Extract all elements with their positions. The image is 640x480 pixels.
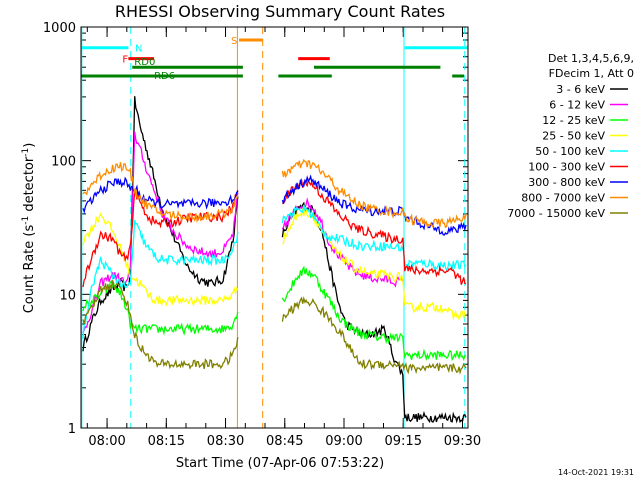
data-series bbox=[82, 96, 467, 424]
plot-area: 1 10 100 1000 08:00 08:15 08:30 08:45 09:00 09:15… bbox=[43, 21, 481, 449]
y-axis-label-end: ) bbox=[22, 143, 37, 148]
flag-label: F bbox=[122, 55, 128, 66]
legend-entry-label: 800 - 7000 keV bbox=[521, 192, 605, 205]
legend-entry-label: 3 - 6 keV bbox=[556, 83, 605, 96]
x-tick-label: 09:30 bbox=[444, 434, 481, 449]
x-tick-label: 09:00 bbox=[325, 434, 362, 449]
x-tick-label: 09:15 bbox=[385, 434, 422, 449]
y-axis-label-main: Count Rate (s bbox=[22, 225, 37, 314]
legend-header-detectors: Det 1,3,4,5,6,9, bbox=[548, 52, 634, 65]
x-tick-label: 08:15 bbox=[148, 434, 185, 449]
event-markers bbox=[81, 27, 466, 428]
x-tick-label: 08:30 bbox=[207, 434, 244, 449]
y-tick-label: 1 bbox=[68, 422, 76, 437]
y-axis-label-sup2: -1 bbox=[21, 148, 31, 157]
legend-entry-label: 50 - 100 keV bbox=[535, 145, 605, 158]
x-tick-label: 08:00 bbox=[88, 434, 125, 449]
y-tick-label: 10 bbox=[59, 288, 76, 303]
series-line bbox=[82, 158, 467, 230]
legend-entry-label: 100 - 300 keV bbox=[528, 161, 605, 174]
x-axis-label: Start Time (07-Apr-06 07:53:22) bbox=[176, 456, 384, 471]
legend-entry-label: 6 - 12 keV bbox=[549, 99, 605, 112]
series-line bbox=[82, 174, 467, 236]
legend: Det 1,3,4,5,6,9, FDecim 1, Att 0 3 - 6 k… bbox=[507, 52, 634, 220]
axis-ticks: 1 10 100 1000 08:00 08:15 08:30 08:45 09:00 09:15… bbox=[43, 21, 481, 449]
y-axis-label-sup1: -1 bbox=[21, 216, 31, 225]
flag-label: S bbox=[231, 36, 237, 47]
series-line bbox=[82, 177, 467, 288]
flag-bars: N S F RD0 RD6 bbox=[81, 36, 468, 82]
series-line bbox=[82, 206, 467, 321]
flag-label: N bbox=[135, 44, 142, 55]
series-line bbox=[82, 280, 467, 375]
chart-title: RHESSI Observing Summary Count Rates bbox=[115, 2, 445, 21]
legend-entry-label: 25 - 50 keV bbox=[542, 130, 605, 143]
y-tick-label: 100 bbox=[51, 155, 76, 170]
legend-header-decimation: FDecim 1, Att 0 bbox=[549, 67, 634, 80]
y-tick-label: 1000 bbox=[43, 21, 76, 36]
legend-entry-label: 12 - 25 keV bbox=[542, 114, 605, 127]
legend-entry-label: 300 - 800 keV bbox=[528, 176, 605, 189]
series-line bbox=[82, 204, 467, 340]
x-tick-label: 08:45 bbox=[266, 434, 303, 449]
legend-entry-label: 7000 - 15000 keV bbox=[507, 207, 605, 220]
y-axis-label: Count Rate (s-1 detector-1) bbox=[21, 143, 37, 314]
y-axis-label-mid: detector bbox=[22, 156, 37, 216]
plot-border bbox=[80, 26, 469, 429]
flag-label: RD6 bbox=[154, 71, 175, 82]
flag-label: RD0 bbox=[134, 57, 155, 68]
footer-timestamp: 14-Oct-2021 19:31 bbox=[558, 468, 634, 477]
